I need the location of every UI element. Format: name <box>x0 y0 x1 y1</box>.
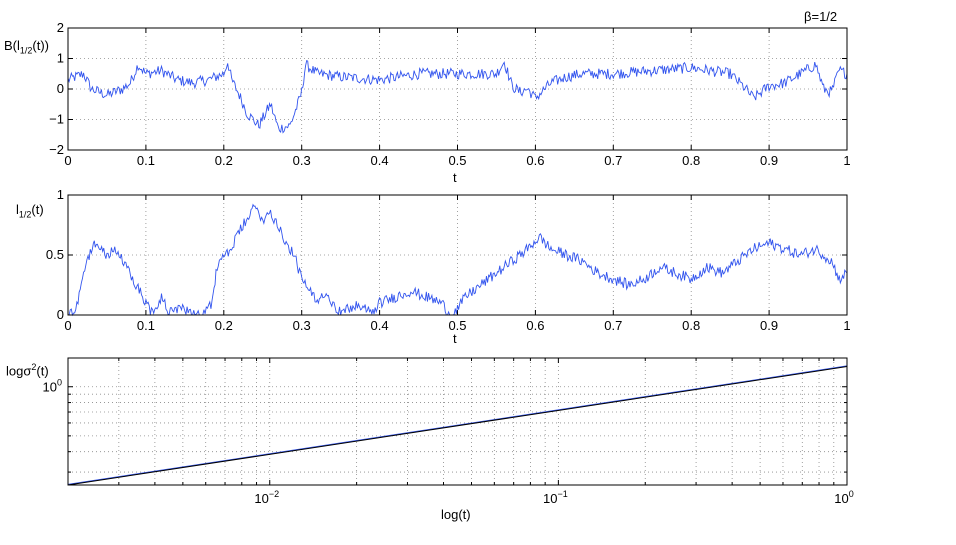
y-tick-label: 100 <box>43 378 62 395</box>
x-tick-label: 0.1 <box>137 318 155 333</box>
y-tick-label: 1 <box>57 51 64 66</box>
panel2-xlabel: t <box>453 331 457 346</box>
y-tick-label: 1 <box>57 187 64 202</box>
x-tick-label: 0.4 <box>371 153 389 168</box>
panel1-ylabel: B(l1/2(t)) <box>4 38 50 56</box>
x-tick-label: 0.3 <box>293 153 311 168</box>
x-tick-label: 0.2 <box>215 318 233 333</box>
x-tick-label: 10−2 <box>254 489 279 506</box>
y-tick-label: −2 <box>49 142 64 157</box>
x-tick-label: 1 <box>843 153 850 168</box>
series-line <box>67 60 848 134</box>
panel3-ylabel: logσ2(t) <box>6 362 49 379</box>
plot-frame <box>67 194 848 316</box>
x-tick-label: 0.1 <box>137 153 155 168</box>
x-tick-label: 1 <box>843 318 850 333</box>
x-tick-label: 100 <box>834 489 853 506</box>
x-tick-label: 0.8 <box>682 153 700 168</box>
x-tick-label: 0.3 <box>293 318 311 333</box>
chart-panel-local-time: 0 0.1 0.2 0.3 0.4 0.5 0.6 0.7 0.8 0.9 1 1 0.5 0 <box>46 187 851 333</box>
x-tick-label: 0 <box>64 318 71 333</box>
x-tick-label: 0.7 <box>604 153 622 168</box>
y-tick-label: 0.5 <box>46 247 64 262</box>
plot-frame <box>67 27 848 151</box>
plot-frame <box>67 357 848 486</box>
x-tick-label: 0.5 <box>448 318 466 333</box>
plot-background <box>68 358 847 485</box>
panel2-ylabel: l1/2(t) <box>16 202 44 220</box>
x-tick-label: 0.4 <box>371 318 389 333</box>
x-tick-label: 0.8 <box>682 318 700 333</box>
series-line <box>68 203 848 317</box>
y-tick-label: 0 <box>57 81 64 96</box>
beta-label: β=1/2 <box>804 9 838 24</box>
x-tick-label: 0.9 <box>760 153 778 168</box>
x-tick-label: 10−1 <box>543 489 568 506</box>
chart-panel-variance-loglog: 10−2 10−1 100 100 <box>43 357 854 506</box>
x-tick-label: 0.7 <box>604 318 622 333</box>
y-tick-label: 2 <box>57 20 64 35</box>
x-tick-label: 0 <box>64 153 71 168</box>
series-line <box>67 366 848 486</box>
x-tick-label: 0.6 <box>526 318 544 333</box>
x-tick-label: 0.9 <box>760 318 778 333</box>
y-tick-label: 0 <box>57 307 64 322</box>
series-line <box>67 365 848 485</box>
y-tick-label: −1 <box>49 112 64 127</box>
panel1-xlabel: t <box>453 170 457 185</box>
x-tick-label: 0.6 <box>526 153 544 168</box>
x-tick-label: 0.5 <box>448 153 466 168</box>
x-tick-label: 0.2 <box>215 153 233 168</box>
panel3-xlabel: log(t) <box>441 507 471 522</box>
chart-panel-brownian: 0 0.1 0.2 0.3 0.4 0.5 0.6 0.7 0.8 0.9 1 2 1 0 −1 −2 <box>49 20 850 168</box>
